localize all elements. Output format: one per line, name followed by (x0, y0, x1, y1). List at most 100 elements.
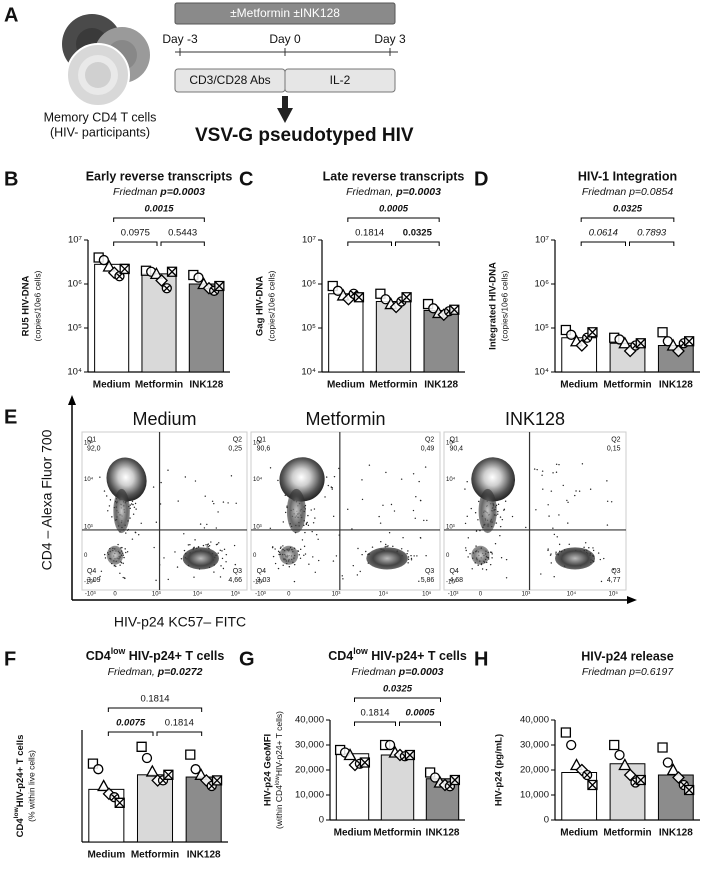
x-tick-label: INK128 (187, 850, 221, 861)
flow-y-tick: -10³ (84, 580, 95, 586)
event-dot (410, 557, 413, 560)
comparison-label: 0.0325 (403, 228, 433, 239)
comparison-bracket (107, 731, 154, 736)
x-tick-label: Metformin (131, 850, 179, 861)
event-dot (412, 473, 415, 475)
y-axis-label: (copies/10e6 cells) (32, 270, 42, 341)
event-dot (335, 555, 338, 557)
donor-point (566, 329, 577, 340)
event-dot (407, 556, 410, 558)
comparison-bracket (354, 721, 396, 726)
event-dot (361, 479, 363, 481)
donor-point (190, 764, 201, 775)
event-dot (293, 563, 296, 566)
event-dot (402, 536, 404, 539)
donor-point (114, 797, 125, 808)
treatment-bar (174, 2, 396, 25)
event-dot (553, 576, 555, 578)
event-dot (203, 527, 206, 529)
donor-point (359, 757, 371, 768)
event-dot (489, 551, 492, 553)
donor-point (404, 749, 416, 761)
event-dot (491, 553, 493, 555)
event-dot (277, 567, 280, 570)
event-dot (548, 515, 550, 517)
event-dot (217, 552, 219, 554)
text-part: CD4 (328, 649, 353, 663)
flow-frame (443, 431, 627, 591)
event-dot (298, 554, 300, 556)
event-dot (213, 502, 215, 505)
event-dot (555, 553, 557, 555)
y-tick-label: 10⁴ (67, 367, 82, 378)
bar (375, 301, 412, 373)
day-label: Day 3 (374, 32, 406, 46)
event-dot (176, 566, 179, 568)
quadrant-name: Q4 (449, 568, 458, 575)
event-dot (341, 575, 343, 577)
y-tick-label: 10⁵ (301, 323, 316, 334)
event-dot (167, 469, 169, 471)
event-dot (567, 522, 569, 524)
text-part: Friedman (352, 666, 399, 678)
event-dot (121, 546, 123, 549)
y-tick-label: 20,000 (295, 765, 324, 776)
event-dot (406, 552, 408, 555)
event-dot (177, 500, 179, 502)
event-dot (282, 564, 284, 566)
text-part: low (111, 646, 126, 656)
event-dot (555, 463, 558, 465)
event-dot (552, 472, 554, 474)
event-dot (497, 503, 500, 506)
event-dot (305, 523, 308, 526)
donor-point (149, 267, 163, 280)
donor-point (575, 339, 589, 352)
population-density (286, 488, 306, 534)
event-dot (204, 495, 206, 497)
quadrant-value: 0,25 (228, 446, 242, 453)
event-dot (549, 554, 552, 556)
x-tick-label: Medium (560, 380, 598, 391)
infection-arrow (277, 96, 293, 123)
event-dot (207, 546, 210, 548)
bar (94, 263, 130, 373)
chart-subtitle: Friedman p=0.6197 (582, 666, 675, 678)
text-part: low (353, 646, 368, 656)
quadrant-name: Q3 (233, 568, 242, 575)
event-dot (536, 468, 538, 471)
text-part: (within CD4 (274, 785, 284, 829)
quadrant-name: Q1 (87, 437, 96, 444)
event-dot (552, 527, 554, 529)
event-dot (474, 512, 477, 514)
event-dot (504, 500, 507, 502)
event-dot (99, 476, 101, 478)
event-dot (225, 553, 228, 556)
event-dot (466, 515, 468, 518)
y-tick-label: 10⁷ (535, 235, 550, 246)
event-dot (466, 481, 468, 483)
event-dot (122, 562, 124, 565)
event-dot (547, 549, 549, 552)
event-dot (470, 507, 472, 510)
event-dot (392, 545, 394, 548)
text-part: Friedman, (108, 666, 158, 678)
donor-point (662, 757, 674, 768)
panel-letter: F (4, 648, 16, 670)
event-dot (419, 499, 422, 502)
event-dot (424, 466, 427, 468)
population-density (279, 545, 299, 565)
event-dot (99, 575, 101, 578)
event-dot (129, 517, 131, 519)
event-dot (331, 487, 333, 489)
flow-x-tick: 10⁵ (231, 591, 241, 598)
donor-point (93, 764, 104, 775)
text-part: low (275, 775, 281, 785)
chart-subtitle: Friedman p=0.0003 (352, 666, 444, 678)
comparison-bracket (347, 217, 440, 222)
event-dot (505, 577, 508, 579)
event-dot (183, 549, 186, 552)
event-dot (475, 545, 477, 547)
event-dot (220, 565, 222, 567)
arrow-head (68, 395, 76, 405)
